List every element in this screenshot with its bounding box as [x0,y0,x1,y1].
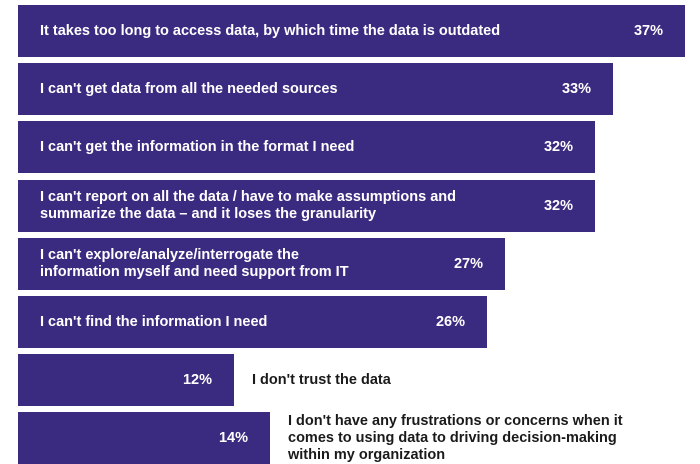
category-label: I don't trust the data [252,371,391,388]
bar: 12% [18,354,234,406]
category-label: I can't get the information in the forma… [40,138,355,155]
bar: 32% I can't get the information in the fo… [18,121,595,173]
bar-value-label: 14% [218,430,248,446]
bar-value-label: 12% [182,372,212,388]
category-label: I can't find the information I need [40,313,268,330]
category-label: I can't report on all the data / have to… [40,189,456,222]
bar: 14% [18,412,270,464]
bar: 26% I can't find the information I need [18,296,487,348]
bar-value-label: 32% [543,198,573,214]
bar: 27% I can't explore/analyze/interrogate t… [18,238,505,290]
bar-value-label: 27% [453,256,483,272]
bar: 37% It takes too long to access data, by … [18,5,685,57]
category-label: I can't get data from all the needed sou… [40,80,338,97]
category-label: It takes too long to access data, by whi… [40,22,501,39]
bar-value-label: 32% [543,139,573,155]
bar: 33% I can't get data from all the needed … [18,63,613,115]
bar-value-label: 26% [435,314,465,330]
bar-value-label: 37% [633,23,663,39]
category-label: I can't explore/analyze/interrogate the … [40,247,349,280]
bar-value-label: 33% [561,81,591,97]
bar: 32% I can't report on all the data / have… [18,180,595,232]
category-label: I don't have any frustrations or concern… [288,412,623,463]
